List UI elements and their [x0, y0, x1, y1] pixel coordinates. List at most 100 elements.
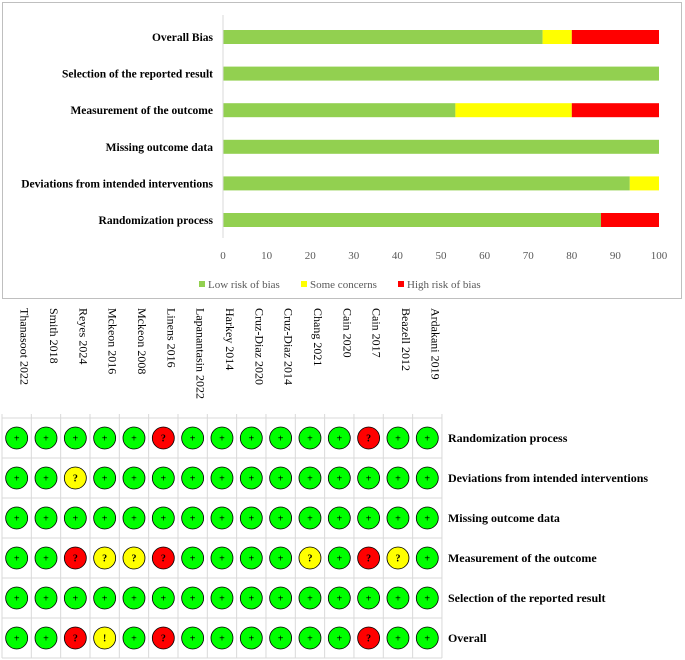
- judgement-dot: [239, 586, 263, 610]
- judgement-symbol: +: [219, 594, 225, 605]
- judgement-dot: [5, 546, 29, 570]
- judgement-dot: [34, 586, 58, 610]
- judgement-symbol: +: [395, 514, 401, 525]
- judgement-dot: [327, 546, 351, 570]
- judgement-symbol: +: [190, 594, 196, 605]
- judgement-symbol: +: [424, 594, 430, 605]
- judgement-symbol: ?: [161, 554, 166, 565]
- judgement-dot: [122, 466, 146, 490]
- judgement-symbol: +: [336, 514, 342, 525]
- category-label: Overall Bias: [152, 32, 214, 44]
- judgement-symbol: +: [307, 514, 313, 525]
- judgement-symbol: ?: [102, 554, 107, 565]
- study-label: Lapanantasin 2022: [194, 308, 208, 399]
- bar-segment-low-risk-of-bias: [223, 30, 543, 44]
- bar-segment-some-concerns: [455, 103, 572, 118]
- judgement-dot: [93, 586, 117, 610]
- judgement-dot: [210, 426, 234, 450]
- judgement-symbol: +: [131, 634, 137, 645]
- legend-swatch: [398, 281, 404, 287]
- judgement-dot: [239, 546, 263, 570]
- study-label: Linens 2016: [164, 308, 178, 368]
- study-label: Chang 2021: [311, 308, 325, 366]
- bar-segment-low-risk-of-bias: [223, 103, 456, 118]
- judgement-dot: [386, 466, 410, 490]
- judgement-symbol: +: [14, 434, 20, 445]
- x-tick-label: 100: [651, 250, 668, 262]
- judgement-dot: [122, 506, 146, 530]
- judgement-dot: [122, 626, 146, 650]
- judgement-dot: [63, 586, 87, 610]
- judgement-symbol: ?: [366, 634, 371, 645]
- judgement-dot: [181, 586, 205, 610]
- judgement-dot: [298, 586, 322, 610]
- judgement-symbol: +: [160, 514, 166, 525]
- judgement-symbol: ?: [131, 554, 136, 565]
- judgement-symbol: +: [248, 594, 254, 605]
- judgement-dot: [181, 426, 205, 450]
- judgement-symbol: +: [336, 634, 342, 645]
- x-tick-label: 80: [566, 250, 578, 262]
- judgement-symbol: +: [190, 434, 196, 445]
- judgement-dot: [415, 586, 439, 610]
- summary-chart-panel: Overall Bias Selection of the reported re…: [2, 2, 682, 299]
- judgement-dot: [327, 626, 351, 650]
- judgement-symbol: +: [219, 474, 225, 485]
- judgement-symbol: +: [219, 434, 225, 445]
- risk-of-bias-traffic-light-grid: Thanasoot 2022 Smith 2018 Reyes 2024 Mckeon…: [1, 308, 648, 659]
- judgement-dot: [5, 426, 29, 450]
- judgement-dot: [93, 466, 117, 490]
- judgement-symbol: +: [336, 474, 342, 485]
- judgement-dot: [63, 466, 87, 490]
- judgement-symbol: +: [14, 474, 20, 485]
- judgement-dot: [93, 506, 117, 530]
- judgement-symbol: +: [424, 514, 430, 525]
- judgement-dot: [63, 626, 87, 650]
- judgement-symbol: +: [395, 634, 401, 645]
- judgement-symbol: +: [424, 634, 430, 645]
- legend-label: High risk of bias: [407, 279, 481, 291]
- judgement-dot: [298, 626, 322, 650]
- judgement-dot: [210, 546, 234, 570]
- judgement-symbol: !: [103, 634, 106, 645]
- judgement-dot: [415, 466, 439, 490]
- domain-label: Measurement of the outcome: [448, 551, 597, 565]
- x-tick-label: 60: [479, 250, 491, 262]
- category-label: Randomization process: [99, 215, 214, 227]
- judgement-dot: [357, 466, 381, 490]
- judgement-dot: [415, 506, 439, 530]
- judgement-symbol: +: [131, 474, 137, 485]
- judgement-symbol: ?: [73, 554, 78, 565]
- study-label: Smith 2018: [47, 308, 61, 364]
- judgement-symbol: +: [14, 554, 20, 565]
- judgement-symbol: +: [278, 634, 284, 645]
- judgement-dot: [298, 466, 322, 490]
- x-tick-label: 30: [348, 250, 360, 262]
- judgement-dot: [181, 466, 205, 490]
- judgement-symbol: +: [248, 514, 254, 525]
- judgement-symbol: ?: [73, 474, 78, 485]
- legend-swatch: [301, 281, 307, 287]
- x-tick-label: 90: [610, 250, 622, 262]
- judgement-dot: [34, 466, 58, 490]
- judgement-symbol: +: [102, 514, 108, 525]
- judgement-symbol: +: [102, 474, 108, 485]
- bar-segment-low-risk-of-bias: [223, 139, 659, 154]
- judgement-symbol: +: [72, 514, 78, 525]
- judgement-symbol: +: [366, 594, 372, 605]
- judgement-symbol: ?: [395, 554, 400, 565]
- judgement-dot: [269, 506, 293, 530]
- judgement-symbol: ?: [73, 634, 78, 645]
- legend-label: Low risk of bias: [208, 279, 280, 291]
- judgement-dot: [151, 626, 175, 650]
- judgement-dot: [269, 466, 293, 490]
- judgement-dot: [239, 426, 263, 450]
- judgement-dot: [357, 546, 381, 570]
- bar-segment-low-risk-of-bias: [223, 176, 630, 191]
- x-tick-label: 40: [392, 250, 404, 262]
- judgement-dot: [5, 466, 29, 490]
- judgement-symbol: +: [336, 594, 342, 605]
- x-tick-label: 70: [523, 250, 535, 262]
- judgement-symbol: +: [248, 474, 254, 485]
- judgement-dot: [386, 426, 410, 450]
